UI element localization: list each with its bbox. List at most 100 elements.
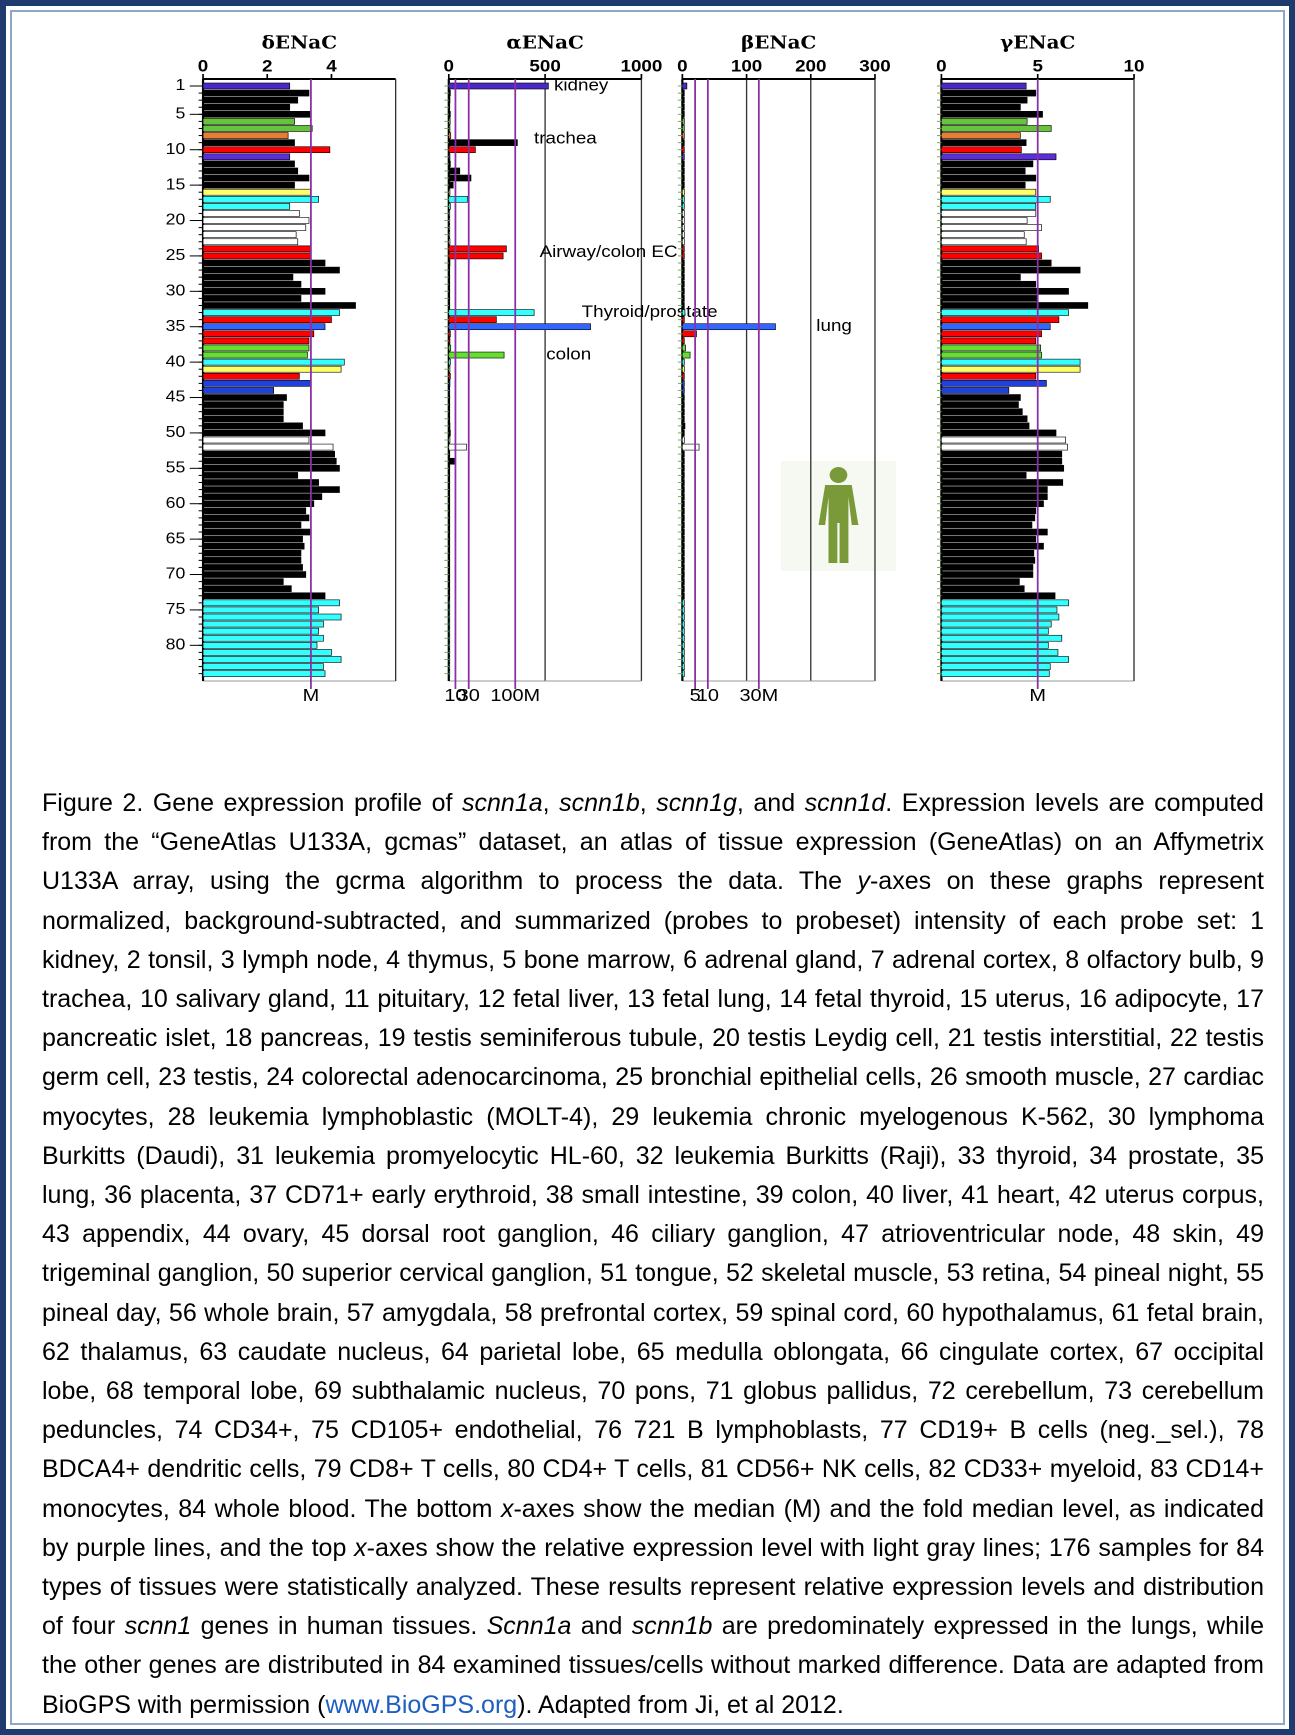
bar <box>682 140 684 146</box>
bar <box>682 656 684 662</box>
bar <box>203 543 304 549</box>
bar <box>941 543 1043 549</box>
bar <box>203 267 339 273</box>
bar <box>203 628 319 634</box>
gene-name: scnn1g <box>656 789 737 817</box>
y-tick-label: 20 <box>166 211 186 229</box>
bar <box>682 218 684 224</box>
bar <box>682 522 684 528</box>
bar <box>203 572 306 578</box>
bar <box>682 487 684 493</box>
bar <box>941 501 1043 507</box>
bar <box>449 564 450 570</box>
bar <box>449 395 450 401</box>
bar <box>203 664 323 670</box>
bar <box>449 295 450 301</box>
x-tick-label: 500 <box>529 56 560 75</box>
x-tick-label: 0 <box>677 56 687 75</box>
bar <box>682 550 684 556</box>
bar <box>203 232 296 238</box>
annotation: colon <box>546 344 591 363</box>
bar <box>449 359 451 365</box>
bar <box>941 338 1035 344</box>
x-tick-label: 4 <box>326 56 336 75</box>
bar <box>203 395 286 401</box>
bar <box>941 317 1058 323</box>
bar <box>449 557 450 563</box>
bar <box>682 352 690 358</box>
bar <box>682 274 684 280</box>
bar <box>941 465 1063 471</box>
caption-text: , <box>640 789 657 817</box>
y-tick-label: 50 <box>166 423 186 441</box>
bar <box>449 543 450 549</box>
bar <box>941 295 1036 301</box>
bar <box>203 550 301 556</box>
bar <box>941 614 1058 620</box>
bar <box>203 338 309 344</box>
bar <box>449 366 450 372</box>
annotation: lung <box>816 316 852 335</box>
bar <box>449 664 450 670</box>
bar <box>941 232 1024 238</box>
bar <box>941 140 1026 146</box>
y-tick-label: 75 <box>166 600 186 618</box>
bar <box>449 437 450 443</box>
bar <box>449 479 450 485</box>
bar <box>203 324 325 330</box>
bar <box>941 621 1051 627</box>
bar <box>203 210 299 216</box>
bar <box>449 607 450 613</box>
bar <box>449 140 518 146</box>
median-tick-label: 100M <box>490 686 540 706</box>
bar <box>682 579 684 585</box>
bar <box>449 147 476 153</box>
bar <box>682 125 684 131</box>
bar <box>941 288 1068 294</box>
bar <box>203 83 290 89</box>
y-tick-label: 10 <box>166 140 186 158</box>
bar <box>449 218 450 224</box>
y-tick-label: 30 <box>166 281 186 299</box>
link[interactable]: www.BioGPS.org <box>325 1691 517 1719</box>
bar <box>941 444 1067 450</box>
bar <box>682 196 684 202</box>
bar <box>682 628 684 634</box>
bar <box>682 168 684 174</box>
bar <box>203 118 294 124</box>
bar <box>449 168 460 174</box>
caption-text: -axes on these graphs represent normaliz… <box>42 867 1264 1522</box>
caption: Figure 2. Gene expression profile of scn… <box>42 784 1264 1725</box>
bar <box>941 154 1056 160</box>
bar <box>682 642 684 648</box>
bar <box>203 331 314 337</box>
bar <box>449 111 451 117</box>
bar <box>682 232 684 238</box>
bar <box>449 125 450 131</box>
bar <box>449 302 450 308</box>
bar <box>941 416 1027 422</box>
bar <box>682 416 684 422</box>
y-tick-label: 5 <box>175 104 185 122</box>
bar <box>682 104 684 110</box>
bar <box>941 267 1080 273</box>
bar <box>449 352 504 358</box>
bar <box>203 239 298 245</box>
bar <box>449 600 450 606</box>
bar <box>941 451 1061 457</box>
bar <box>449 324 591 330</box>
bar <box>682 402 684 408</box>
bar <box>682 310 685 316</box>
bar <box>682 635 684 641</box>
bar <box>203 501 314 507</box>
annotation: Thyroid/prostate <box>582 302 718 321</box>
bar <box>203 607 319 613</box>
median-tick-label: M <box>303 686 320 706</box>
bar <box>941 125 1051 131</box>
bar <box>203 295 301 301</box>
bar <box>682 253 684 259</box>
bar <box>682 345 685 351</box>
bar <box>203 90 309 96</box>
bar <box>941 437 1065 443</box>
x-tick-label: 0 <box>936 56 946 75</box>
